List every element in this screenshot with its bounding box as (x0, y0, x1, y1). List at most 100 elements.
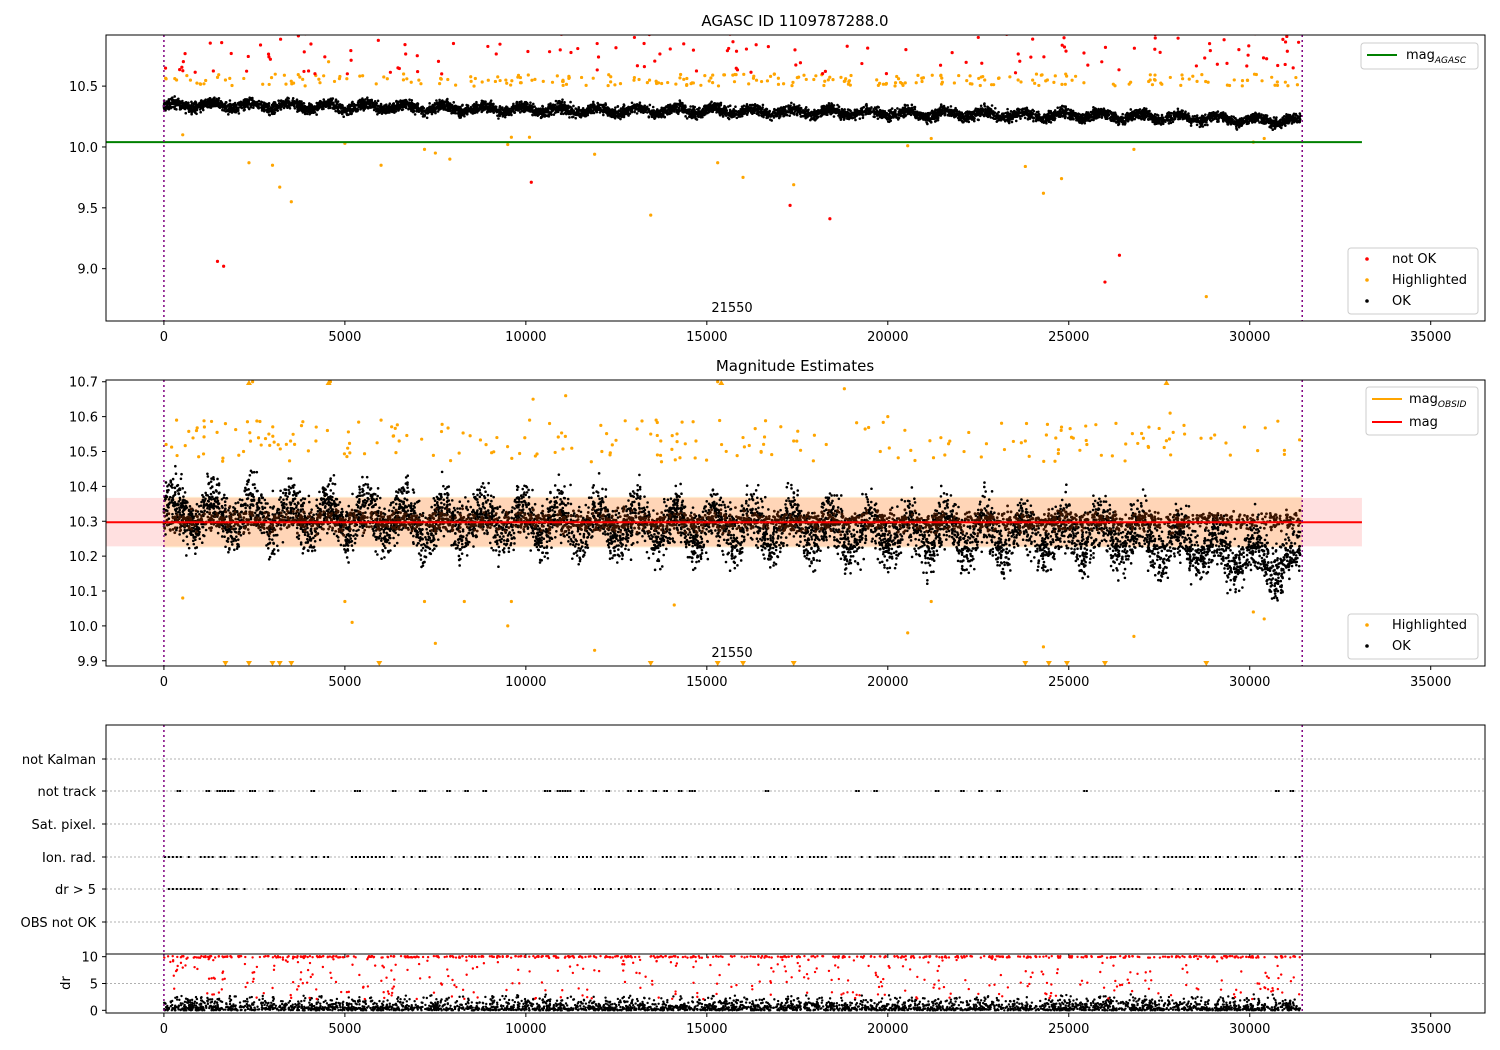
data-point (1031, 108, 1034, 112)
data-point (410, 98, 414, 102)
data-point (832, 107, 836, 110)
data-point (910, 103, 914, 107)
data-point (201, 108, 205, 112)
data-point (1062, 105, 1066, 108)
data-point (237, 112, 241, 115)
data-point (277, 99, 280, 102)
data-point (761, 103, 765, 107)
data-point (273, 111, 277, 114)
data-point (721, 115, 725, 118)
data-point (676, 112, 680, 116)
panel-agasc-title: AGASC ID 1109787288.0 (701, 12, 888, 30)
data-point (698, 106, 701, 110)
data-point (425, 116, 429, 120)
data-point (395, 99, 398, 103)
data-point (647, 115, 651, 118)
data-point (1019, 117, 1022, 120)
data-point (202, 105, 205, 109)
data-point (819, 114, 823, 118)
data-point (795, 113, 799, 117)
data-point (171, 102, 174, 105)
data-point (896, 107, 899, 110)
data-point (242, 106, 246, 110)
data-point (296, 110, 299, 113)
data-point (790, 101, 793, 105)
data-point (1225, 114, 1229, 118)
data-point (1092, 106, 1095, 109)
data-point (1023, 116, 1027, 120)
data-point (376, 99, 380, 103)
data-point (529, 101, 532, 104)
data-point (379, 102, 383, 106)
data-point (635, 112, 639, 115)
data-point (610, 115, 614, 118)
data-point (770, 119, 773, 122)
data-point (651, 105, 655, 109)
data-point (602, 103, 605, 107)
data-point (1189, 124, 1193, 127)
data-point (967, 120, 971, 124)
data-point (1215, 117, 1219, 121)
data-point (227, 113, 230, 116)
data-point (813, 110, 816, 113)
data-point (280, 99, 283, 102)
data-point (1032, 119, 1035, 123)
data-point (710, 100, 713, 104)
data-point (1003, 119, 1007, 123)
data-point (789, 106, 793, 110)
data-point (779, 106, 782, 110)
data-point (1037, 110, 1040, 114)
data-point (854, 118, 857, 122)
data-point (695, 108, 699, 111)
data-point (887, 120, 891, 124)
data-point (1210, 111, 1213, 115)
data-point (195, 112, 198, 116)
data-point (659, 115, 662, 118)
data-point (1213, 117, 1216, 121)
data-point (1014, 114, 1017, 118)
data-point (1195, 114, 1199, 117)
data-point (720, 113, 723, 116)
data-point (454, 111, 457, 115)
data-point (518, 100, 521, 104)
data-point (913, 105, 917, 109)
data-point (909, 113, 913, 117)
data-point (792, 103, 796, 106)
data-point (949, 105, 953, 108)
data-point (680, 106, 683, 110)
panel-agasc-plot-area (106, 35, 1362, 321)
data-point (252, 106, 255, 110)
data-point (955, 108, 958, 112)
data-point (1007, 121, 1011, 125)
data-point (165, 100, 169, 103)
data-point (748, 103, 752, 107)
data-point (876, 105, 880, 109)
data-point (614, 106, 617, 109)
data-point (302, 101, 305, 105)
data-point (997, 110, 1000, 114)
data-point (713, 102, 717, 105)
data-point (284, 99, 288, 102)
data-point (413, 113, 417, 116)
data-point (1216, 120, 1219, 123)
data-point (550, 107, 553, 111)
data-point (336, 100, 340, 103)
data-point (562, 112, 565, 116)
data-point (514, 108, 518, 112)
data-point (1166, 114, 1170, 118)
data-point (518, 111, 522, 114)
data-point (837, 105, 841, 109)
data-point (1156, 114, 1160, 117)
data-point (805, 109, 809, 112)
data-point (494, 105, 498, 109)
data-point (1006, 107, 1009, 111)
data-point (224, 101, 228, 104)
data-point (1014, 119, 1018, 123)
data-point (1293, 113, 1296, 116)
data-point (1039, 118, 1043, 122)
data-point (683, 110, 687, 114)
data-point (561, 98, 564, 101)
data-point (363, 107, 367, 111)
data-point (864, 112, 868, 115)
data-point (489, 99, 493, 102)
